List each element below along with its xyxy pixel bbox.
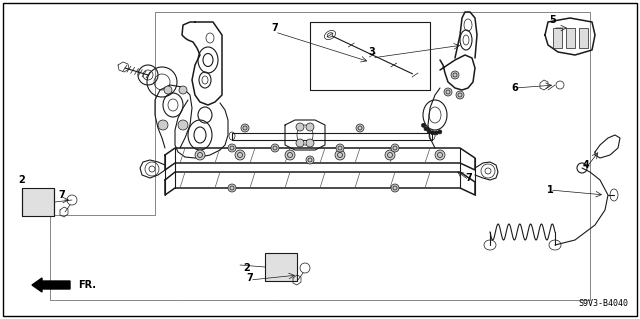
Ellipse shape — [444, 88, 452, 96]
Ellipse shape — [195, 150, 205, 160]
Ellipse shape — [385, 150, 395, 160]
Text: 6: 6 — [511, 83, 518, 93]
Text: 7: 7 — [271, 23, 278, 33]
Ellipse shape — [424, 127, 428, 131]
Ellipse shape — [438, 130, 442, 134]
Ellipse shape — [241, 124, 249, 132]
Ellipse shape — [235, 150, 245, 160]
Text: 2: 2 — [19, 175, 26, 185]
Ellipse shape — [228, 184, 236, 192]
Ellipse shape — [335, 150, 345, 160]
FancyArrow shape — [32, 278, 70, 292]
Text: S9V3-B4040: S9V3-B4040 — [578, 299, 628, 308]
Text: 7: 7 — [59, 190, 65, 200]
Ellipse shape — [451, 71, 459, 79]
Text: 2: 2 — [244, 263, 250, 273]
Ellipse shape — [178, 120, 188, 130]
Text: 7: 7 — [466, 173, 472, 183]
Ellipse shape — [306, 156, 314, 164]
Bar — [553, 28, 562, 48]
Ellipse shape — [306, 123, 314, 131]
Ellipse shape — [435, 150, 445, 160]
Bar — [579, 28, 588, 48]
Ellipse shape — [228, 144, 236, 152]
Text: 7: 7 — [246, 273, 253, 283]
Ellipse shape — [271, 144, 279, 152]
Bar — [566, 28, 575, 48]
Ellipse shape — [306, 139, 314, 147]
Ellipse shape — [391, 144, 399, 152]
Ellipse shape — [356, 124, 364, 132]
Ellipse shape — [179, 86, 187, 94]
Ellipse shape — [285, 150, 295, 160]
Ellipse shape — [164, 86, 172, 94]
Text: FR.: FR. — [78, 280, 96, 290]
Ellipse shape — [296, 123, 304, 131]
Text: 5: 5 — [550, 15, 556, 25]
Ellipse shape — [296, 139, 304, 147]
Ellipse shape — [427, 129, 431, 133]
Ellipse shape — [391, 184, 399, 192]
Bar — [265, 253, 297, 281]
Bar — [22, 188, 54, 216]
Text: 3: 3 — [369, 47, 376, 57]
Ellipse shape — [431, 131, 435, 135]
Ellipse shape — [422, 123, 426, 127]
Ellipse shape — [158, 120, 168, 130]
Text: 1: 1 — [547, 185, 554, 195]
Ellipse shape — [434, 131, 438, 135]
Ellipse shape — [456, 91, 464, 99]
Ellipse shape — [336, 144, 344, 152]
Text: 4: 4 — [582, 160, 589, 170]
